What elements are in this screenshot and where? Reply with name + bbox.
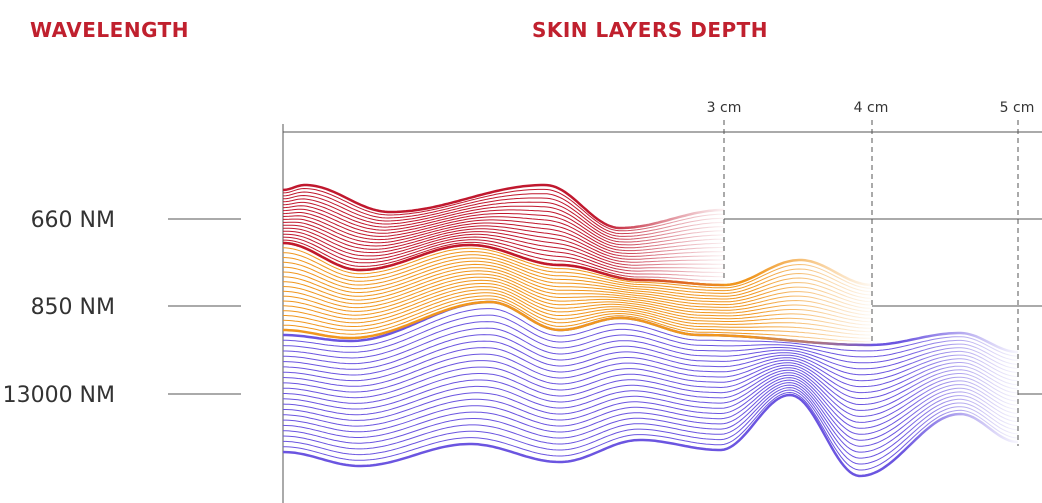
wave-line xyxy=(282,260,872,303)
wave-line xyxy=(283,292,871,336)
wavelength-label: 660 NM xyxy=(31,208,115,233)
wave-line xyxy=(282,387,1019,459)
wave-line xyxy=(282,276,872,319)
wave-line xyxy=(283,327,1019,370)
wave-line xyxy=(283,298,872,343)
wave-line xyxy=(282,205,724,246)
wave-line xyxy=(282,393,1019,478)
wave-line xyxy=(282,283,872,326)
wave-line xyxy=(283,224,724,263)
wave-line xyxy=(283,374,1019,429)
wave-line xyxy=(283,300,871,347)
right-title: SKIN LAYERS DEPTH xyxy=(532,18,768,42)
wavelength-label: 850 NM xyxy=(31,295,115,320)
wave-line xyxy=(282,236,724,278)
wave-line xyxy=(282,187,724,232)
wave-line xyxy=(282,201,725,243)
wave-line xyxy=(282,215,724,254)
wave-line xyxy=(283,270,872,313)
wave-line xyxy=(283,364,1019,405)
wave-line xyxy=(282,384,1019,453)
wave-line xyxy=(282,250,872,293)
wave-line xyxy=(282,369,1019,417)
wave-line xyxy=(283,334,1019,376)
wave-line xyxy=(283,227,724,266)
wave-line xyxy=(283,360,1019,399)
wave-bundles xyxy=(282,183,1019,478)
wave-line xyxy=(282,347,1019,388)
wave-line xyxy=(283,289,872,333)
wavelength-label: 13000 NM xyxy=(3,383,115,408)
wave-line xyxy=(283,389,1019,465)
wave-line xyxy=(283,218,724,257)
wave-line xyxy=(282,241,724,287)
wave-line xyxy=(282,372,1019,423)
depth-label: 3 cm xyxy=(707,100,742,116)
left-title: WAVELENGTH xyxy=(30,18,189,42)
wave-line xyxy=(283,379,1019,441)
wave-line xyxy=(282,254,872,296)
wave-line xyxy=(282,382,1019,447)
wave-line xyxy=(282,267,872,309)
wave-line xyxy=(282,263,872,306)
wave-line xyxy=(282,208,724,249)
wave-line xyxy=(283,239,724,282)
depth-label: 4 cm xyxy=(854,100,889,116)
wave-line xyxy=(283,308,1019,357)
wave-line xyxy=(283,340,1019,382)
wave-line xyxy=(283,377,1019,435)
wave-line xyxy=(283,391,1019,471)
wave-line xyxy=(283,321,1019,365)
wave-line xyxy=(282,183,724,230)
wave-line xyxy=(282,247,872,289)
wave-line xyxy=(282,191,725,235)
wave-line xyxy=(282,286,871,329)
wave-line xyxy=(283,367,1019,411)
wave-line xyxy=(282,295,871,339)
wave-line xyxy=(283,221,724,260)
wave-line xyxy=(283,233,724,273)
wave-line xyxy=(282,314,1019,361)
wave-line xyxy=(282,212,724,252)
wave-line xyxy=(282,257,872,299)
wave-line xyxy=(282,230,724,269)
wave-line xyxy=(282,353,1019,394)
wave-line xyxy=(282,273,872,316)
wave-line xyxy=(282,198,724,240)
wave-line xyxy=(283,279,872,323)
depth-label: 5 cm xyxy=(1000,100,1035,116)
wave-line xyxy=(282,194,724,237)
